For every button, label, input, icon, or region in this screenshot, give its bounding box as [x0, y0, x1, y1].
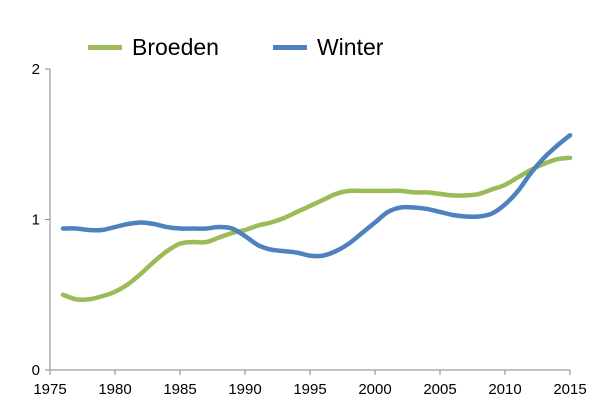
legend-item-winter: Winter: [272, 34, 384, 60]
series-line-broeden: [60, 155, 573, 302]
x-tick-label: 2005: [423, 381, 456, 398]
axes: [49, 69, 570, 371]
y-tick-label: 2: [32, 61, 40, 78]
legend-label-winter: Winter: [316, 34, 384, 60]
legend-item-broeden: Broeden: [88, 34, 219, 60]
ticks: 1975 1980 1985 1990 1995 2000 2005 2010 2015 0 1 2: [32, 61, 587, 398]
series-line-winter: [60, 132, 573, 259]
x-tick-label: 1980: [98, 381, 131, 398]
x-tick-label: 1975: [33, 381, 66, 398]
x-tick-label: 2015: [553, 381, 586, 398]
legend-swatch-broeden: [88, 44, 122, 50]
y-tick-label: 0: [32, 362, 40, 379]
legend: Broeden Winter: [88, 32, 437, 62]
x-tick-label: 1985: [163, 381, 196, 398]
series-lines: [60, 132, 573, 302]
x-tick-label: 1995: [293, 381, 326, 398]
legend-swatch-winter: [272, 44, 307, 50]
x-tick-label: 2000: [358, 381, 391, 398]
x-tick-label: 2010: [488, 381, 521, 398]
y-tick-label: 1: [32, 212, 40, 229]
x-tick-label: 1990: [228, 381, 261, 398]
legend-label-broeden: Broeden: [132, 34, 219, 60]
